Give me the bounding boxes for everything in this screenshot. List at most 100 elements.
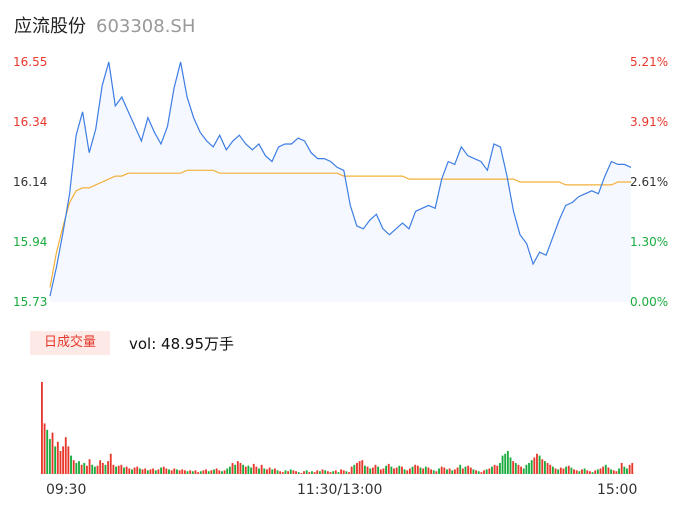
volume-bar <box>509 457 512 474</box>
volume-bar <box>467 465 470 474</box>
volume-bar <box>506 451 509 474</box>
volume-bar <box>48 439 51 474</box>
volume-bar <box>557 469 560 474</box>
volume-readout: vol: 48.95万手 <box>129 335 234 353</box>
volume-bar <box>133 467 136 474</box>
volume-bar <box>255 466 258 474</box>
volume-bar <box>284 470 287 474</box>
volume-bar <box>623 466 626 474</box>
volume-bar <box>562 468 565 474</box>
volume-bar <box>300 473 303 474</box>
volume-bar <box>176 469 178 474</box>
volume-bar <box>596 469 599 474</box>
volume-bar <box>493 464 496 474</box>
volume-bar <box>279 471 282 474</box>
volume-bar <box>202 470 205 474</box>
volume-bar <box>154 470 157 474</box>
x-tick: 15:00 <box>597 482 638 498</box>
volume-bar <box>223 470 226 474</box>
stock-name: 应流股份 <box>14 16 86 37</box>
volume-bar <box>324 470 327 474</box>
volume-bar <box>194 470 197 474</box>
volume-bar <box>213 469 215 474</box>
volume-bar <box>477 471 480 474</box>
y-tick-right: 2.61% <box>630 175 669 189</box>
volume-bar <box>183 470 186 474</box>
average-price-line <box>49 169 631 288</box>
volume-bar <box>75 462 78 474</box>
volume-bar <box>205 469 207 474</box>
volume-bar <box>530 460 533 474</box>
volume-bar <box>313 472 316 474</box>
volume-bar <box>152 468 155 474</box>
y-tick-right: 1.30% <box>630 235 669 249</box>
volume-bar <box>83 462 86 474</box>
volume-bar <box>353 464 356 474</box>
volume-bar <box>86 465 88 474</box>
volume-bar <box>244 466 247 474</box>
volume-bar <box>115 466 117 474</box>
volume-bar <box>138 468 141 474</box>
volume-bar <box>586 470 589 474</box>
volume-bar <box>464 466 467 474</box>
volume-bar <box>146 470 149 474</box>
volume-bar <box>268 467 271 474</box>
volume-bar <box>443 467 446 474</box>
volume-bar <box>311 471 313 474</box>
volume-bar <box>498 462 501 474</box>
volume-bar <box>419 467 422 474</box>
volume-bar <box>403 469 406 474</box>
volume-bar <box>361 460 364 474</box>
volume-bar <box>305 470 308 474</box>
volume-bar <box>59 451 62 474</box>
volume-bar <box>242 464 245 474</box>
volume-bar <box>469 467 472 474</box>
volume-bar <box>117 465 120 474</box>
volume-bar <box>260 464 263 474</box>
volume-bar <box>446 469 448 474</box>
volume-bar <box>620 462 623 474</box>
volume-bar <box>342 470 345 474</box>
volume-bar <box>281 472 284 474</box>
y-tick-left: 16.14 <box>13 175 48 189</box>
volume-bar <box>51 432 54 474</box>
page-title: 应流股份 603308.SH <box>14 12 195 38</box>
volume-bar <box>181 469 184 474</box>
volume-bar <box>112 464 115 474</box>
volume-bar <box>356 462 358 474</box>
volume-tab[interactable]: 日成交量 <box>30 331 110 355</box>
volume-bar <box>170 470 173 474</box>
volume-bar <box>226 468 229 474</box>
volume-bar <box>573 469 575 474</box>
volume-bar <box>432 470 435 474</box>
volume-bar <box>141 469 144 474</box>
volume-bar <box>326 471 329 474</box>
price-line <box>49 61 632 297</box>
volume-bar <box>64 437 67 474</box>
stock-code: 603308.SH <box>96 16 196 37</box>
volume-bar <box>483 470 485 474</box>
volume-bar <box>448 468 451 474</box>
volume-bar <box>461 468 464 474</box>
volume-bar <box>276 470 279 474</box>
volume-bar <box>525 464 528 474</box>
volume-bar <box>316 470 319 474</box>
volume-bar <box>591 472 594 474</box>
volume-bar <box>308 472 311 474</box>
volume-bar <box>252 463 255 474</box>
volume-bar <box>239 462 242 474</box>
volume-bar <box>406 470 409 474</box>
volume-bar <box>345 471 348 474</box>
volume-bar <box>567 465 570 474</box>
volume-bar <box>321 469 324 474</box>
volume-bar <box>162 466 165 474</box>
volume-bar <box>543 461 546 474</box>
volume-bar <box>427 467 430 474</box>
volume-bar <box>607 467 610 474</box>
volume-bar <box>398 465 401 474</box>
volume-bar <box>385 465 387 474</box>
volume-bar <box>435 471 438 474</box>
volume-bar <box>604 464 607 474</box>
volume-bar <box>247 465 250 474</box>
